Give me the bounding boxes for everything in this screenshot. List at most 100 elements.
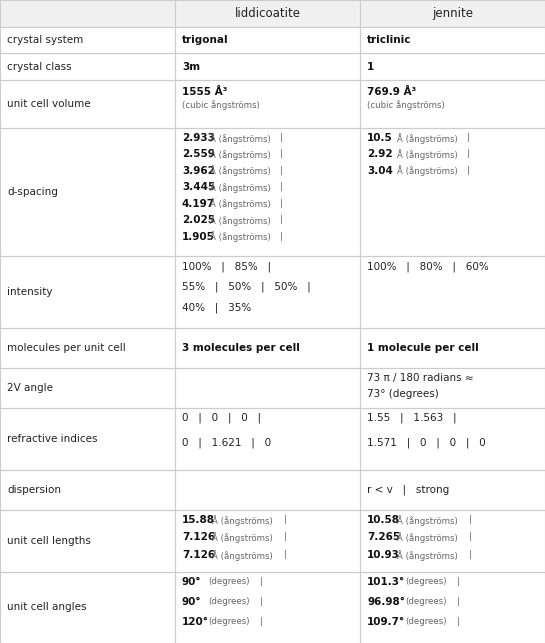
Text: Å (ångströms): Å (ångströms): [397, 132, 458, 143]
Text: |: |: [457, 597, 460, 606]
Bar: [175, 257, 360, 328]
Bar: [175, 469, 360, 510]
Text: |: |: [467, 132, 470, 141]
Text: unit cell volume: unit cell volume: [7, 99, 90, 109]
Text: 1.905: 1.905: [182, 231, 215, 242]
Text: 10.58: 10.58: [367, 514, 400, 525]
Text: 73° (degrees): 73° (degrees): [367, 389, 439, 399]
Text: (degrees): (degrees): [405, 577, 446, 586]
Bar: [360, 572, 545, 643]
Text: 55%   |   50%   |   50%   |: 55% | 50% | 50% |: [182, 282, 311, 292]
Text: |: |: [280, 149, 283, 158]
Text: |: |: [457, 577, 460, 586]
Text: |: |: [284, 532, 287, 541]
Bar: [175, 0, 360, 26]
Bar: [360, 469, 545, 510]
Bar: [360, 408, 545, 469]
Text: |: |: [280, 166, 283, 175]
Text: Å (ångströms): Å (ångströms): [210, 149, 271, 160]
Text: 769.9 Å³: 769.9 Å³: [367, 87, 416, 97]
Text: Å (ångströms): Å (ångströms): [212, 514, 272, 525]
Text: |: |: [467, 166, 470, 175]
Text: |: |: [260, 617, 263, 626]
Text: 40%   |   35%: 40% | 35%: [182, 302, 251, 312]
Text: Å (ångströms): Å (ångströms): [210, 132, 271, 143]
Text: (degrees): (degrees): [405, 597, 446, 606]
Text: 3.445: 3.445: [182, 182, 215, 192]
Text: 3.962: 3.962: [182, 166, 215, 176]
Text: Å (ångströms): Å (ångströms): [397, 532, 458, 543]
Bar: [360, 328, 545, 368]
Bar: [360, 368, 545, 408]
Text: 7.126: 7.126: [182, 532, 215, 542]
Bar: [175, 53, 360, 80]
Text: 109.7°: 109.7°: [367, 617, 405, 628]
Text: |: |: [280, 182, 283, 191]
Bar: [0, 0, 175, 26]
Bar: [175, 328, 360, 368]
Text: Å (ångströms): Å (ångströms): [210, 231, 271, 242]
Text: 7.265: 7.265: [367, 532, 400, 542]
Text: |: |: [469, 532, 472, 541]
Text: 1.571   |   0   |   0   |   0: 1.571 | 0 | 0 | 0: [367, 437, 486, 448]
Text: intensity: intensity: [7, 287, 52, 297]
Bar: [0, 128, 175, 257]
Text: Å (ångströms): Å (ångströms): [210, 215, 271, 226]
Text: 0   |   0   |   0   |: 0 | 0 | 0 |: [182, 413, 261, 423]
Text: 2.933: 2.933: [182, 132, 215, 143]
Text: |: |: [280, 215, 283, 224]
Text: jennite: jennite: [432, 7, 473, 20]
Bar: [0, 408, 175, 469]
Bar: [360, 128, 545, 257]
Text: 7.126: 7.126: [182, 550, 215, 560]
Text: 3 molecules per cell: 3 molecules per cell: [182, 343, 300, 353]
Text: 90°: 90°: [182, 597, 202, 607]
Text: dispersion: dispersion: [7, 485, 61, 494]
Bar: [0, 469, 175, 510]
Bar: [175, 408, 360, 469]
Text: (degrees): (degrees): [208, 617, 250, 626]
Text: crystal system: crystal system: [7, 35, 83, 45]
Text: (cubic ångströms): (cubic ångströms): [367, 100, 445, 110]
Text: Å (ångströms): Å (ångströms): [212, 550, 272, 561]
Text: (degrees): (degrees): [405, 617, 446, 626]
Text: 73 π / 180 radians ≈: 73 π / 180 radians ≈: [367, 373, 474, 383]
Text: |: |: [469, 514, 472, 523]
Bar: [0, 510, 175, 572]
Text: |: |: [260, 597, 263, 606]
Bar: [360, 0, 545, 26]
Bar: [0, 328, 175, 368]
Text: triclinic: triclinic: [367, 35, 411, 45]
Text: Å (ångströms): Å (ångströms): [210, 166, 271, 176]
Text: 1555 Å³: 1555 Å³: [182, 87, 227, 97]
Bar: [0, 26, 175, 53]
Text: crystal class: crystal class: [7, 62, 71, 71]
Text: molecules per unit cell: molecules per unit cell: [7, 343, 126, 353]
Bar: [175, 368, 360, 408]
Text: 4.197: 4.197: [182, 199, 215, 208]
Text: |: |: [260, 577, 263, 586]
Text: |: |: [280, 231, 283, 240]
Text: (degrees): (degrees): [208, 597, 250, 606]
Text: 1.55   |   1.563   |: 1.55 | 1.563 |: [367, 413, 457, 423]
Text: (degrees): (degrees): [208, 577, 250, 586]
Text: 2V angle: 2V angle: [7, 383, 53, 393]
Text: 2.92: 2.92: [367, 149, 392, 159]
Bar: [0, 257, 175, 328]
Text: 15.88: 15.88: [182, 514, 215, 525]
Text: 3.04: 3.04: [367, 166, 393, 176]
Text: 120°: 120°: [182, 617, 209, 628]
Text: |: |: [469, 550, 472, 559]
Bar: [0, 368, 175, 408]
Bar: [360, 257, 545, 328]
Bar: [175, 26, 360, 53]
Text: d-spacing: d-spacing: [7, 187, 58, 197]
Bar: [0, 80, 175, 128]
Text: |: |: [280, 199, 283, 208]
Text: 1: 1: [367, 62, 374, 71]
Text: trigonal: trigonal: [182, 35, 228, 45]
Text: 96.98°: 96.98°: [367, 597, 405, 607]
Bar: [360, 26, 545, 53]
Text: Å (ångströms): Å (ångströms): [397, 149, 458, 160]
Bar: [360, 53, 545, 80]
